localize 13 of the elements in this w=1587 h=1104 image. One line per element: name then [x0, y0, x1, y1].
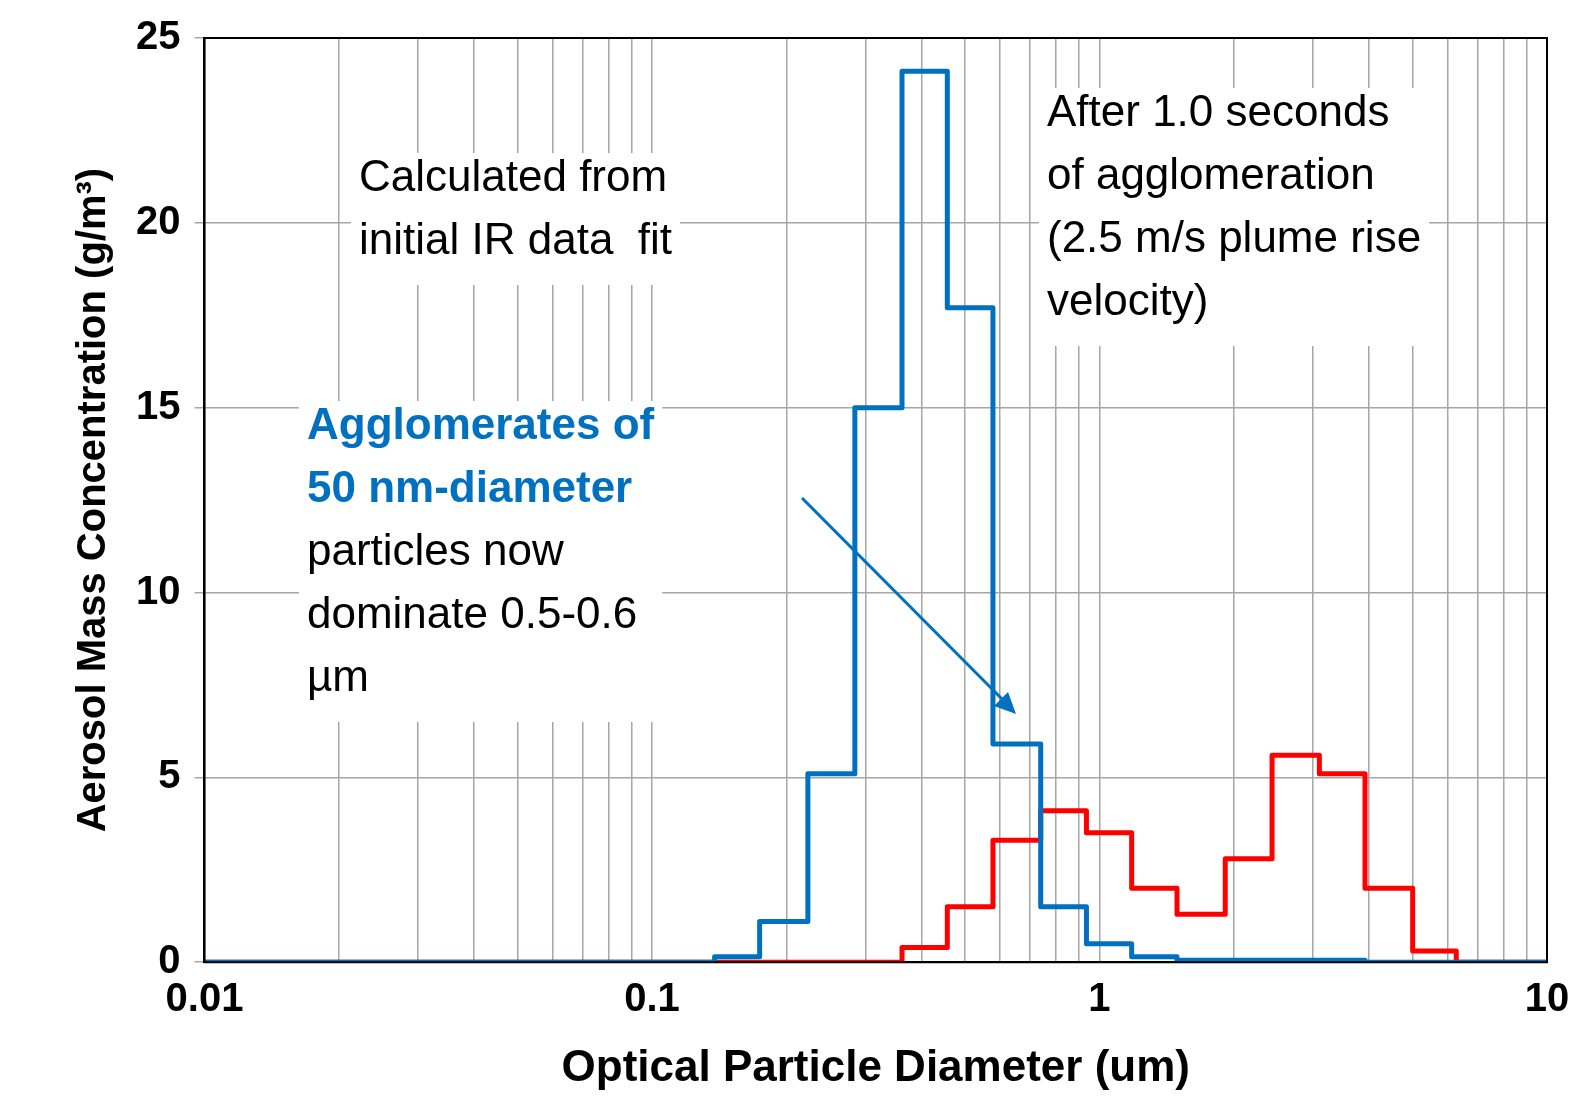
x-axis-title: Optical Particle Diameter (um): [561, 1040, 1190, 1090]
annotation: After 1.0 seconds of agglomeration (2.5 m/s plume rise velocity): [1047, 86, 1422, 325]
y-axis-title: Aerosol Mass Concentration (g/m³): [69, 167, 114, 833]
y-tick-label: 25: [135, 13, 181, 58]
y-tick-label: 10: [135, 567, 181, 612]
x-tick-label: 10: [1524, 975, 1570, 1020]
x-tick-label: 0.1: [624, 975, 680, 1020]
annotation: Agglomerates of 50 nm-diameter particles now dominate 0.5-0.6 µm: [307, 399, 655, 701]
y-tick-label: 20: [135, 197, 181, 242]
x-tick-label: 1: [1088, 975, 1111, 1020]
y-tick-label: 15: [135, 382, 181, 427]
y-tick-label: 5: [158, 752, 181, 797]
annotation: Calculated from initial IR data fit: [359, 151, 673, 264]
